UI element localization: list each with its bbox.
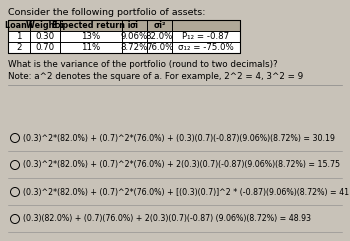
Text: 8.72%: 8.72% xyxy=(121,43,148,52)
Text: (0.3)^2*(82.0%) + (0.7)^2*(76.0%) + (0.3)(0.7)(-0.87)(9.06%)(8.72%) = 30.19: (0.3)^2*(82.0%) + (0.7)^2*(76.0%) + (0.3… xyxy=(23,134,335,142)
Text: 13%: 13% xyxy=(81,32,101,41)
Text: Expected return i: Expected return i xyxy=(52,21,130,30)
Bar xyxy=(8,31,240,53)
Text: 1: 1 xyxy=(16,32,22,41)
Text: What is the variance of the portfolio (round to two decimals)?: What is the variance of the portfolio (r… xyxy=(8,60,278,69)
Text: Weight i: Weight i xyxy=(26,21,64,30)
Text: σi: σi xyxy=(130,21,139,30)
Text: σi²: σi² xyxy=(153,21,166,30)
Text: P₁₂ = -0.87: P₁₂ = -0.87 xyxy=(182,32,230,41)
Text: Loan i: Loan i xyxy=(5,21,33,30)
Bar xyxy=(8,20,240,31)
Text: 82.0%: 82.0% xyxy=(146,32,173,41)
Text: Consider the following portfolio of assets:: Consider the following portfolio of asse… xyxy=(8,8,205,17)
Text: 0.70: 0.70 xyxy=(35,43,55,52)
Bar xyxy=(8,20,240,53)
Text: σ₁₂ = -75.0%: σ₁₂ = -75.0% xyxy=(178,43,234,52)
Text: 0.30: 0.30 xyxy=(35,32,55,41)
Text: (0.3)^2*(82.0%) + (0.7)^2*(76.0%) + [(0.3)(0.7)]^2 * (-0.87)(9.06%)(8.72%) = 41.: (0.3)^2*(82.0%) + (0.7)^2*(76.0%) + [(0.… xyxy=(23,187,350,196)
Text: 11%: 11% xyxy=(81,43,101,52)
Text: (0.3)^2*(82.0%) + (0.7)^2*(76.0%) + 2(0.3)(0.7)(-0.87)(9.06%)(8.72%) = 15.75: (0.3)^2*(82.0%) + (0.7)^2*(76.0%) + 2(0.… xyxy=(23,161,340,169)
Text: 9.06%: 9.06% xyxy=(121,32,148,41)
Text: 2: 2 xyxy=(16,43,22,52)
Text: (0.3)(82.0%) + (0.7)(76.0%) + 2(0.3)(0.7)(-0.87) (9.06%)(8.72%) = 48.93: (0.3)(82.0%) + (0.7)(76.0%) + 2(0.3)(0.7… xyxy=(23,214,311,223)
Text: 76.0%: 76.0% xyxy=(146,43,173,52)
Text: Note: a^2 denotes the square of a. For example, 2^2 = 4, 3^2 = 9: Note: a^2 denotes the square of a. For e… xyxy=(8,72,303,81)
